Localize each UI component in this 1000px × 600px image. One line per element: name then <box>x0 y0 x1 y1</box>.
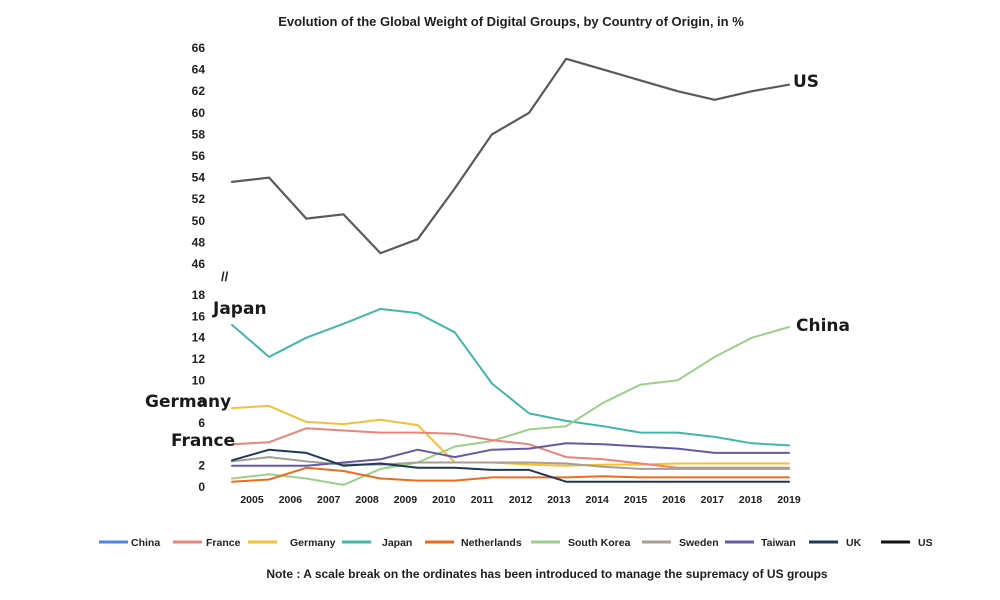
series-line-germany <box>231 404 790 467</box>
x-tick-label: 2008 <box>355 494 379 506</box>
y-tick-label: 8 <box>198 395 205 409</box>
y-tick-label: 56 <box>192 149 206 163</box>
legend-label: Netherlands <box>461 537 522 549</box>
y-tick-label: 58 <box>192 127 206 141</box>
legend-item-japan: Japan <box>342 537 412 549</box>
legend: China France Germany Japan Netherlands S… <box>99 537 933 549</box>
y-tick-label: 60 <box>192 106 206 120</box>
x-tick-label: 2018 <box>739 494 763 506</box>
chart-note: Note : A scale break on the ordinates ha… <box>266 567 828 581</box>
legend-label: US <box>918 537 933 549</box>
legend-label: France <box>206 537 241 549</box>
x-tick-label: 2017 <box>701 494 725 506</box>
x-tick-label: 2013 <box>547 494 571 506</box>
series-line-uk <box>231 448 790 483</box>
y-axis-lower: 18 16 14 12 10 8 6 2 0 <box>192 288 206 494</box>
legend-item-china: China <box>99 537 160 549</box>
series-label-france: France <box>171 431 235 451</box>
legend-item-taiwan: Taiwan <box>725 537 796 549</box>
y-tick-label: 10 <box>192 373 206 387</box>
x-tick-label: 2012 <box>509 494 533 506</box>
y-tick-label: 2 <box>198 459 205 473</box>
series-line-netherlands <box>231 466 790 483</box>
legend-item-us: US <box>881 537 933 549</box>
series-label-us: US <box>793 72 819 92</box>
series-label-germany: Germany <box>145 392 231 412</box>
y-tick-label: 66 <box>192 41 206 55</box>
legend-item-sweden: Sweden <box>642 537 719 549</box>
legend-item-netherlands: Netherlands <box>425 537 522 549</box>
series-line-france <box>231 427 790 469</box>
y-tick-label: 64 <box>192 63 206 77</box>
x-tick-label: 2016 <box>662 494 686 506</box>
legend-item-uk: UK <box>809 537 862 549</box>
legend-label: Taiwan <box>761 537 796 549</box>
chart-title: Evolution of the Global Weight of Digita… <box>278 14 744 29</box>
series-label-china: China <box>796 316 850 336</box>
y-tick-label: 14 <box>192 331 206 345</box>
y-tick-label: 50 <box>192 214 206 228</box>
legend-label: Japan <box>382 537 412 549</box>
x-tick-label: 2009 <box>394 494 418 506</box>
legend-item-south-korea: South Korea <box>531 537 631 549</box>
y-tick-label: 18 <box>192 288 206 302</box>
x-tick-label: 2006 <box>279 494 303 506</box>
series-line-taiwan <box>231 442 790 467</box>
x-axis: 2005 2006 2007 2008 2009 2010 2011 2012 2013 2014… <box>240 494 801 506</box>
x-tick-label: 2005 <box>240 494 264 506</box>
scale-break-mark: // <box>221 269 229 284</box>
legend-item-germany: Germany <box>248 537 336 549</box>
y-tick-label: 12 <box>192 352 206 366</box>
series-lines <box>230 57 791 486</box>
y-tick-label: 52 <box>192 192 206 206</box>
x-tick-label: 2015 <box>624 494 648 506</box>
x-tick-label: 2019 <box>777 494 801 506</box>
y-tick-label: 0 <box>198 480 205 494</box>
x-tick-label: 2014 <box>586 494 610 506</box>
legend-label: Germany <box>290 537 336 549</box>
y-tick-label: 54 <box>192 171 206 185</box>
legend-label: Sweden <box>679 537 719 549</box>
series-line-china <box>231 326 790 486</box>
y-tick-label: 48 <box>192 235 206 249</box>
y-tick-label: 62 <box>192 84 206 98</box>
legend-label: UK <box>846 537 862 549</box>
x-tick-label: 2011 <box>471 494 494 506</box>
series-line-us <box>230 57 791 255</box>
legend-label: South Korea <box>568 537 631 549</box>
series-line-sweden <box>231 456 790 470</box>
x-tick-label: 2007 <box>317 494 341 506</box>
y-tick-label: 46 <box>192 257 206 271</box>
series-label-japan: Japan <box>212 299 267 319</box>
y-tick-label: 6 <box>198 416 205 430</box>
y-tick-label: 16 <box>192 309 206 323</box>
series-line-japan <box>231 307 790 447</box>
x-tick-label: 2010 <box>432 494 456 506</box>
y-axis-upper: 66 64 62 60 58 56 54 52 50 48 46 <box>192 41 206 271</box>
legend-label: China <box>131 537 160 549</box>
legend-item-france: France <box>173 537 241 549</box>
